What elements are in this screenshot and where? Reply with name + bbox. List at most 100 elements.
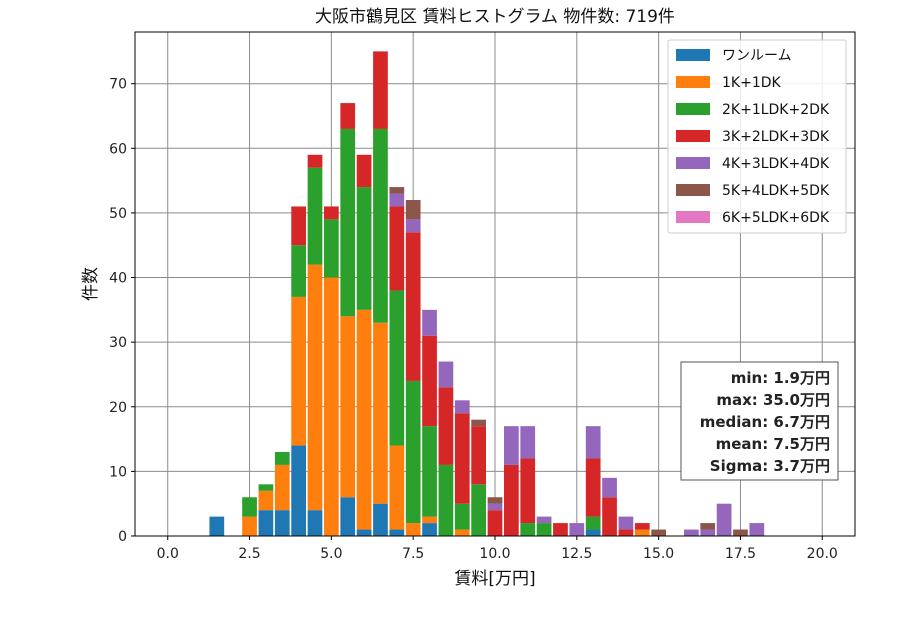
bar-segment xyxy=(454,529,470,536)
bar-segment xyxy=(487,503,503,511)
bar-segment xyxy=(520,426,536,459)
bar-segment xyxy=(340,497,356,536)
bar-segment xyxy=(291,445,306,536)
x-tick-label: 2.5 xyxy=(238,546,260,562)
bar-segment xyxy=(307,154,323,168)
bar-segment xyxy=(340,103,356,129)
bar-segment xyxy=(242,516,257,536)
bar-segment xyxy=(454,400,470,414)
bar-segment xyxy=(520,458,536,524)
bar-segment xyxy=(504,426,519,465)
legend-swatch xyxy=(676,211,710,223)
bar-segment xyxy=(274,510,290,536)
bar-segment xyxy=(438,361,454,388)
bar-segment xyxy=(258,484,274,491)
bar-segment xyxy=(504,464,519,536)
x-tick-label: 17.5 xyxy=(725,546,756,562)
stats-median: median: 6.7万円 xyxy=(700,413,830,431)
bar-segment xyxy=(373,51,388,129)
bars xyxy=(209,51,765,536)
bar-segment xyxy=(520,523,536,536)
bar-segment xyxy=(405,523,421,536)
bar-segment xyxy=(536,523,552,536)
stats-sigma: Sigma: 3.7万円 xyxy=(710,457,830,475)
bar-segment xyxy=(536,516,552,524)
legend-box xyxy=(667,39,847,234)
bar-segment xyxy=(324,206,339,220)
bar-segment xyxy=(274,464,290,511)
bar-segment xyxy=(471,426,486,485)
bar-segment xyxy=(356,309,372,530)
x-tick-label: 5.0 xyxy=(320,546,342,562)
bar-segment xyxy=(422,426,437,517)
bar-segment xyxy=(716,503,732,536)
x-axis-label: 賃料[万円] xyxy=(454,569,535,589)
bar-segment xyxy=(585,516,601,530)
bar-segment xyxy=(405,232,421,381)
bar-segment xyxy=(307,264,323,511)
bar-segment xyxy=(389,193,405,207)
bar-segment xyxy=(651,529,666,536)
stats-box: min: 1.9万円 max: 35.0万円 median: 6.7万円 mea… xyxy=(680,361,839,481)
bar-segment xyxy=(422,309,437,336)
bar-segment xyxy=(487,510,503,536)
y-tick-label: 60 xyxy=(109,141,127,157)
bar-segment xyxy=(749,523,765,536)
bar-segment xyxy=(389,206,405,291)
x-axis-ticks: 0.0 2.5 5.0 7.5 10.0 12.5 15.0 17.5 20.0 xyxy=(157,536,838,562)
x-tick-label: 10.0 xyxy=(479,546,510,562)
bar-segment xyxy=(389,290,405,446)
bar-segment xyxy=(373,503,388,536)
bar-segment xyxy=(602,477,617,498)
bar-segment xyxy=(307,510,323,536)
bar-segment xyxy=(258,490,274,511)
bar-segment xyxy=(585,458,601,517)
x-tick-label: 0.0 xyxy=(157,546,179,562)
x-tick-label: 12.5 xyxy=(561,546,592,562)
x-tick-label: 7.5 xyxy=(402,546,424,562)
bar-segment xyxy=(602,497,617,536)
bar-segment xyxy=(356,154,372,188)
bar-segment xyxy=(438,464,454,536)
bar-segment xyxy=(634,529,650,536)
bar-segment xyxy=(700,529,716,536)
y-tick-label: 30 xyxy=(109,335,127,351)
bar-segment xyxy=(274,452,290,465)
stats-min: min: 1.9万円 xyxy=(731,369,830,387)
bar-segment xyxy=(291,206,306,246)
bar-segment xyxy=(242,497,257,517)
chart-title: 大阪市鶴見区 賃料ヒストグラム 物件数: 719件 xyxy=(315,7,675,27)
bar-segment xyxy=(389,529,405,536)
bar-segment xyxy=(356,529,372,536)
legend-label: 3K+2LDK+3DK xyxy=(722,129,830,145)
y-tick-label: 40 xyxy=(109,271,127,287)
bar-segment xyxy=(471,419,486,427)
y-axis-label: 件数 xyxy=(81,267,101,301)
bar-segment xyxy=(324,219,339,278)
bar-segment xyxy=(209,516,225,536)
bar-segment xyxy=(422,523,437,536)
bar-segment xyxy=(585,529,601,536)
bar-segment xyxy=(356,187,372,310)
bar-segment xyxy=(405,380,421,524)
legend-swatch xyxy=(676,103,710,115)
x-tick-label: 15.0 xyxy=(643,546,674,562)
legend-label: 6K+5LDK+6DK xyxy=(722,210,830,226)
bar-segment xyxy=(258,510,274,536)
legend-label: ワンルーム xyxy=(722,48,792,64)
legend-swatch xyxy=(676,130,710,142)
bar-segment xyxy=(340,316,356,498)
bar-segment xyxy=(569,523,585,536)
bar-segment xyxy=(684,529,699,536)
bar-segment xyxy=(585,426,601,459)
bar-segment xyxy=(618,516,634,530)
bar-segment xyxy=(700,523,716,530)
stats-mean: mean: 7.5万円 xyxy=(716,435,830,453)
stats-max: max: 35.0万円 xyxy=(716,391,830,409)
bar-segment xyxy=(733,529,748,536)
bar-segment xyxy=(454,413,470,504)
bar-segment xyxy=(454,503,470,530)
legend-label: 2K+1LDK+2DK xyxy=(722,102,830,118)
bar-segment xyxy=(422,335,437,427)
